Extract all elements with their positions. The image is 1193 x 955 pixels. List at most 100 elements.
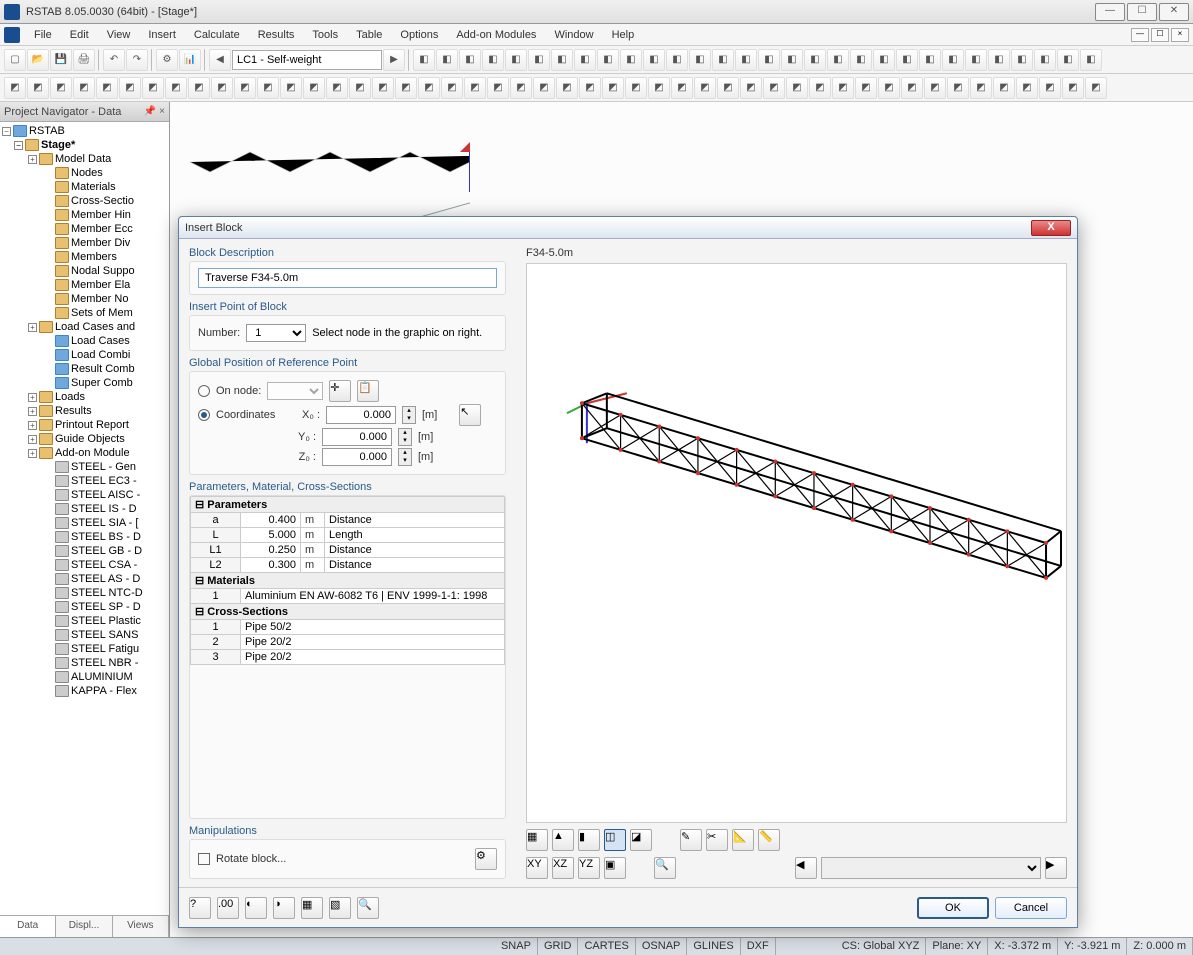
tb-tool-icon[interactable]: ◩: [625, 77, 647, 99]
tree-node[interactable]: STEEL NBR -: [0, 656, 169, 670]
tb-tool-icon[interactable]: ◩: [970, 77, 992, 99]
footer-btn4[interactable]: ◑: [273, 897, 295, 919]
tb-tool-icon[interactable]: ◩: [832, 77, 854, 99]
tb-misc-icon[interactable]: ◧: [1057, 49, 1079, 71]
tb-tool-icon[interactable]: ◩: [96, 77, 118, 99]
menu-help[interactable]: Help: [604, 27, 643, 43]
tb-tool-icon[interactable]: ◩: [211, 77, 233, 99]
tree-node[interactable]: Load Cases: [0, 334, 169, 348]
tb-tool-icon[interactable]: ◩: [763, 77, 785, 99]
tb-misc-icon[interactable]: ◧: [689, 49, 711, 71]
tb-misc-icon[interactable]: ◧: [758, 49, 780, 71]
tb-misc-icon[interactable]: ◧: [735, 49, 757, 71]
menu-edit[interactable]: Edit: [62, 27, 97, 43]
mdi-close-icon[interactable]: ×: [1171, 28, 1189, 42]
tree-node[interactable]: STEEL SANS: [0, 628, 169, 642]
tree-node[interactable]: Materials: [0, 180, 169, 194]
number-select[interactable]: 1: [246, 324, 306, 342]
menu-tools[interactable]: Tools: [304, 27, 346, 43]
tree-node[interactable]: Load Combi: [0, 348, 169, 362]
loadcase-select[interactable]: LC1 - Self-weight: [232, 50, 382, 70]
tb-tool-icon[interactable]: ◩: [993, 77, 1015, 99]
block-nav-select[interactable]: [821, 857, 1041, 879]
tool4-icon[interactable]: 📏: [758, 829, 780, 851]
tree-node[interactable]: Member Ela: [0, 278, 169, 292]
tb-tool-icon[interactable]: ◩: [1039, 77, 1061, 99]
tree-node[interactable]: STEEL NTC-D: [0, 586, 169, 600]
tb-misc-icon[interactable]: ◧: [873, 49, 895, 71]
tb-misc-icon[interactable]: ◧: [1011, 49, 1033, 71]
tb-tool-icon[interactable]: ◩: [372, 77, 394, 99]
menu-calculate[interactable]: Calculate: [186, 27, 248, 43]
mdi-max-icon[interactable]: ☐: [1151, 28, 1169, 42]
status-cartes[interactable]: CARTES: [578, 938, 635, 955]
tree-node[interactable]: STEEL EC3 -: [0, 474, 169, 488]
tb-tool-icon[interactable]: ◩: [487, 77, 509, 99]
tb-lc-next-icon[interactable]: ▶: [383, 49, 405, 71]
tree-node[interactable]: STEEL AISC -: [0, 488, 169, 502]
tab-data[interactable]: Data: [0, 916, 56, 937]
tree-node[interactable]: +Loads: [0, 390, 169, 404]
tb-misc-icon[interactable]: ◧: [965, 49, 987, 71]
tree-node[interactable]: +Add-on Module: [0, 446, 169, 460]
tool3-icon[interactable]: 📐: [732, 829, 754, 851]
z0-input[interactable]: [322, 448, 392, 466]
x0-input[interactable]: [326, 406, 396, 424]
tb-misc-icon[interactable]: ◧: [620, 49, 642, 71]
dialog-titlebar[interactable]: Insert Block X: [179, 217, 1077, 239]
help-button[interactable]: ?: [189, 897, 211, 919]
tb-tool-icon[interactable]: ◩: [579, 77, 601, 99]
x0-spinner[interactable]: ▴▾: [402, 406, 416, 424]
tb-tool-icon[interactable]: ◩: [464, 77, 486, 99]
tb-save-icon[interactable]: 💾: [50, 49, 72, 71]
tb-tool-icon[interactable]: ◩: [73, 77, 95, 99]
close-button[interactable]: ✕: [1159, 3, 1189, 21]
tb-tool-icon[interactable]: ◩: [648, 77, 670, 99]
view-3d-icon[interactable]: ◪: [630, 829, 652, 851]
tb-tool-icon[interactable]: ◩: [1016, 77, 1038, 99]
cancel-button[interactable]: Cancel: [995, 897, 1067, 919]
tb-misc-icon[interactable]: ◧: [459, 49, 481, 71]
units-button[interactable]: .00: [217, 897, 239, 919]
tb-tool-icon[interactable]: ◩: [924, 77, 946, 99]
tb-print-icon[interactable]: 🖨: [73, 49, 95, 71]
menu-addon[interactable]: Add-on Modules: [448, 27, 544, 43]
tb-tool-icon[interactable]: ◩: [694, 77, 716, 99]
view-xz-icon[interactable]: XZ: [552, 857, 574, 879]
on-node-radio[interactable]: [198, 385, 210, 397]
preview-3d[interactable]: [526, 263, 1067, 823]
y0-spinner[interactable]: ▴▾: [398, 428, 412, 446]
menu-options[interactable]: Options: [392, 27, 446, 43]
tree-node[interactable]: STEEL SP - D: [0, 600, 169, 614]
tree-node[interactable]: STEEL Plastic: [0, 614, 169, 628]
tb-misc-icon[interactable]: ◧: [597, 49, 619, 71]
tree-node[interactable]: ALUMINIUM: [0, 670, 169, 684]
tree-node[interactable]: KAPPA - Flex: [0, 684, 169, 698]
z0-spinner[interactable]: ▴▾: [398, 448, 412, 466]
tb-tool-icon[interactable]: ◩: [234, 77, 256, 99]
tb-tool-icon[interactable]: ◩: [510, 77, 532, 99]
tree-node[interactable]: STEEL AS - D: [0, 572, 169, 586]
pick-node-button[interactable]: ✛: [329, 380, 351, 402]
footer-btn6[interactable]: ▧: [329, 897, 351, 919]
tb-misc-icon[interactable]: ◧: [804, 49, 826, 71]
tree-node[interactable]: Super Comb: [0, 376, 169, 390]
next-button[interactable]: ▶: [1045, 857, 1067, 879]
view-zoom-icon[interactable]: 🔍: [654, 857, 676, 879]
status-glines[interactable]: GLINES: [687, 938, 740, 955]
tb-misc-icon[interactable]: ◧: [712, 49, 734, 71]
tb-tool-icon[interactable]: ◩: [188, 77, 210, 99]
tb-tool-icon[interactable]: ◩: [1085, 77, 1107, 99]
tb-tool-icon[interactable]: ◩: [1062, 77, 1084, 99]
status-snap[interactable]: SNAP: [495, 938, 538, 955]
tb-tool-icon[interactable]: ◩: [303, 77, 325, 99]
menu-table[interactable]: Table: [348, 27, 390, 43]
tb-results-icon[interactable]: 📊: [179, 49, 201, 71]
tb-misc-icon[interactable]: ◧: [850, 49, 872, 71]
tree-node[interactable]: −Stage*: [0, 138, 169, 152]
block-desc-input[interactable]: [198, 268, 497, 288]
tb-tool-icon[interactable]: ◩: [326, 77, 348, 99]
rotate-checkbox[interactable]: [198, 853, 210, 865]
tb-tool-icon[interactable]: ◩: [4, 77, 26, 99]
tb-undo-icon[interactable]: ↶: [103, 49, 125, 71]
